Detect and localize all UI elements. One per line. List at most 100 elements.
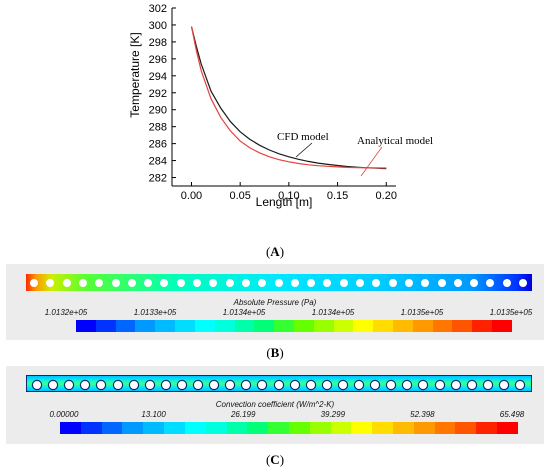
colorbar-segment <box>205 422 227 434</box>
tube-hole <box>451 380 460 389</box>
annotation-cfd: CFD model <box>277 131 329 143</box>
annotation-analytical-leader <box>360 146 383 177</box>
colorbar-segment <box>330 422 352 434</box>
colorbar-segment <box>432 320 453 332</box>
colorbar-segment <box>274 320 294 332</box>
colorbar-segment <box>175 320 195 332</box>
colorbar-segment <box>164 422 185 434</box>
y-tick-label: 300 <box>149 20 167 32</box>
tube-hole <box>419 380 428 389</box>
tube-hole <box>242 380 251 389</box>
pressure-colorbar-ticks: 1.0132e+05 1.0133e+05 1.0134e+05 1.0134e+05… <box>6 308 544 318</box>
convection-colorbar <box>60 422 518 434</box>
y-tick-label: 284 <box>149 156 167 168</box>
y-tick-label: 296 <box>149 54 167 66</box>
colorbar-segment <box>413 422 435 434</box>
tube-hole <box>258 278 267 287</box>
pressure-contour-strip <box>26 274 532 291</box>
tube-hole <box>307 278 316 287</box>
y-tick-label: 282 <box>149 173 167 185</box>
tube-hole <box>145 380 154 389</box>
tube-hole <box>209 278 218 287</box>
tube-hole <box>111 278 120 287</box>
convection-contour-strip <box>26 375 532 392</box>
convection-panel: Convection coefficient (W/m^2-K) 0.00000… <box>6 366 544 444</box>
tube-hole <box>33 380 41 389</box>
tube-hole <box>516 380 524 389</box>
temperature-chart: 0.00 0.05 0.10 0.15 0.20 282 284 286 288 290 292 29… <box>128 3 433 209</box>
tube-hole <box>470 278 479 287</box>
colorbar-segment <box>254 320 275 332</box>
tube-hole <box>30 278 38 287</box>
tube-hole <box>486 278 495 287</box>
y-tick-label: 292 <box>149 88 167 100</box>
tube-hole <box>81 380 90 389</box>
tube-hole <box>339 278 348 287</box>
colorbar-tick-label: 0.00000 <box>49 410 79 419</box>
tube-hole <box>65 380 74 389</box>
tube-hole <box>322 380 331 389</box>
tube-hole <box>371 380 380 389</box>
colorbar-segment <box>393 422 414 434</box>
tube-hole <box>193 278 201 287</box>
colorbar-tick-label: 52.398 <box>410 410 435 419</box>
colorbar-tick-label: 1.0134e+05 <box>222 308 266 317</box>
colorbar-segment <box>372 422 393 434</box>
colorbar-segment <box>184 422 206 434</box>
y-tick-label: 302 <box>149 3 167 15</box>
colorbar-segment <box>288 422 310 434</box>
tube-hole <box>519 278 527 287</box>
y-tick-label: 290 <box>149 105 167 117</box>
series-line-analytical <box>190 26 387 169</box>
colorbar-tick-label: 26.199 <box>230 410 256 419</box>
annotation-cfd-leader <box>295 142 313 158</box>
colorbar-segment <box>313 320 334 332</box>
tube-hole <box>113 380 122 389</box>
chart-ticks: 0.00 0.05 0.10 0.15 0.20 282 284 286 288 290 292 29… <box>149 3 397 202</box>
colorbar-segment <box>76 320 96 332</box>
tube-hole <box>355 380 363 389</box>
colorbar-segment <box>122 422 144 434</box>
colorbar-segment <box>80 422 102 434</box>
tube-hole <box>144 278 153 287</box>
colorbar-segment <box>214 320 235 332</box>
colorbar-tick-label: 1.0135e+05 <box>400 308 444 317</box>
y-axis-label: Temperature [K] <box>128 32 142 117</box>
tube-hole <box>323 278 332 287</box>
y-tick-label: 286 <box>149 139 167 151</box>
pressure-colorbar-title: Absolute Pressure (Pa) <box>233 298 317 307</box>
colorbar-segment <box>434 422 456 434</box>
tube-hole <box>177 380 186 389</box>
colorbar-segment <box>135 320 156 332</box>
tube-hole <box>176 278 185 287</box>
annotation-analytical: Analytical model <box>357 135 433 147</box>
x-tick-label: 0.10 <box>278 190 299 202</box>
tube-hole <box>290 380 299 389</box>
colorbar-segment <box>333 320 354 332</box>
colorbar-segment <box>492 320 512 332</box>
colorbar-segment <box>393 320 413 332</box>
tube-hole <box>49 380 58 389</box>
colorbar-segment <box>476 422 498 434</box>
tube-hole <box>210 380 219 389</box>
pressure-colorbar <box>76 320 512 332</box>
colorbar-segment <box>115 320 136 332</box>
tube-hole <box>437 278 446 287</box>
colorbar-segment <box>234 320 255 332</box>
series-line-cfd <box>190 26 387 170</box>
chart-axes <box>171 8 396 187</box>
y-tick-label: 288 <box>149 122 167 134</box>
convection-holes <box>27 376 531 391</box>
tube-hole <box>194 380 202 389</box>
tube-hole <box>421 278 430 287</box>
colorbar-segment <box>226 422 248 434</box>
tube-hole <box>435 380 444 389</box>
tube-hole <box>502 278 511 287</box>
tube-hole <box>453 278 462 287</box>
colorbar-segment <box>101 422 123 434</box>
tube-hole <box>78 278 87 287</box>
pressure-holes <box>26 274 532 291</box>
colorbar-segment <box>309 422 331 434</box>
y-tick-label: 298 <box>149 37 167 49</box>
x-axis-label: Length [m] <box>256 195 313 209</box>
